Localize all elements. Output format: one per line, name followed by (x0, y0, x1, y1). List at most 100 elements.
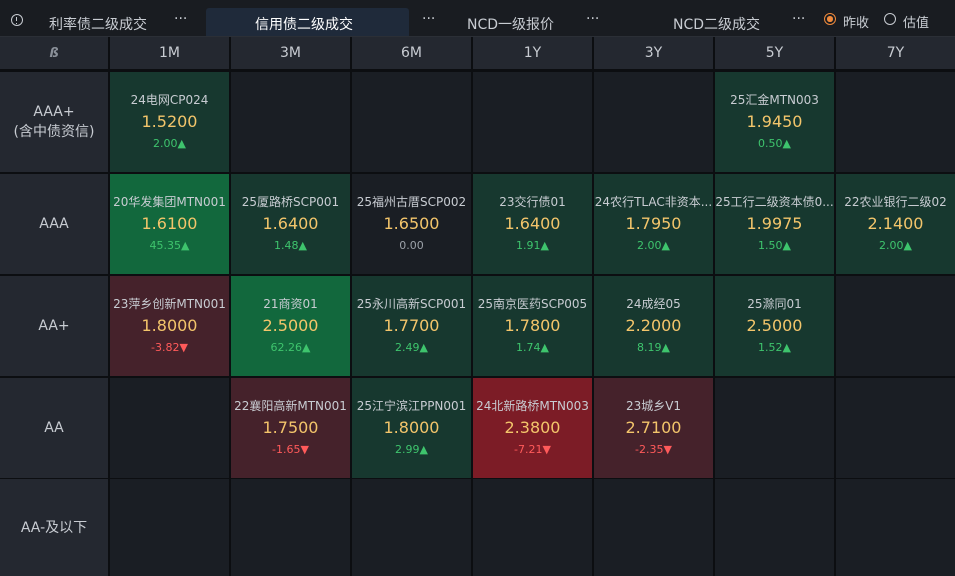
bond-name: 25汇金MTN003 (730, 93, 819, 107)
bp-change-value: 62.26 (270, 341, 303, 354)
bond-cell[interactable]: 20华发集团MTN001 1.6100 45.35▲ (110, 174, 229, 274)
bond-name: 24北新路桥MTN003 (476, 399, 589, 413)
rating-label: AAA (39, 216, 69, 232)
bp-change: -7.21▼ (473, 443, 592, 456)
column-header-6m: 6M (352, 37, 471, 69)
tab-ncd-primary-quote[interactable]: NCD一级报价 ··· (460, 8, 605, 36)
bond-cell[interactable]: 24农行TLAC非资本... 1.7950 2.00▲ (594, 174, 713, 274)
bond-cell[interactable]: 23萍乡创新MTN001 1.8000 -3.82▼ (110, 276, 229, 376)
bp-change: 8.19▲ (594, 341, 713, 354)
yield-matrix: ß 1M 3M 6M 1Y 3Y 5Y 7Y AAA+ (含中债资信) 24电网CP024 1.52… (0, 37, 955, 576)
bond-cell[interactable]: 23交行债01 1.6400 1.91▲ (473, 174, 592, 274)
bp-change: 62.26▲ (231, 341, 350, 354)
empty-cell (715, 479, 834, 576)
row-header: AAA+ (含中债资信) (0, 72, 108, 172)
tab-credit-bond-secondary[interactable]: 信用债二级成交 (206, 8, 409, 36)
arrow-up-icon: ▲ (177, 137, 186, 150)
bond-name: 25厦路桥SCP001 (241, 195, 340, 209)
rating-label: AA+ (38, 318, 70, 334)
more-dots-icon[interactable]: ··· (174, 11, 188, 27)
bp-change: 2.00▲ (110, 137, 229, 150)
bond-name: 25滁同01 (747, 297, 802, 311)
tab-label: 信用债二级成交 (255, 17, 353, 33)
bond-cell[interactable]: 22襄阳高新MTN001 1.7500 -1.65▼ (231, 378, 350, 478)
column-header-3m: 3M (231, 37, 350, 69)
bond-cell[interactable]: 25江宁滨江PPN001 1.8000 2.99▲ (352, 378, 471, 478)
bond-cell[interactable]: 25永川高新SCP001 1.7700 2.49▲ (352, 276, 471, 376)
bond-cell[interactable]: 21商资01 2.5000 62.26▲ (231, 276, 350, 376)
arrow-up-icon: ▲ (540, 239, 549, 252)
bond-yield: 2.7100 (625, 418, 682, 437)
empty-cell (473, 72, 592, 172)
column-header-5y: 5Y (715, 37, 834, 69)
bond-name: 24电网CP024 (130, 93, 209, 107)
bond-name: 24农行TLAC非资本... (594, 195, 713, 209)
column-header-3y: 3Y (594, 37, 713, 69)
arrow-up-icon: ▲ (181, 239, 190, 252)
bond-name: 22农业银行二级02 (844, 195, 947, 209)
more-dots-icon[interactable]: ··· (586, 11, 600, 27)
radio-label-prev-close[interactable]: 昨收 (843, 16, 870, 31)
arrow-down-icon: ▼ (663, 443, 672, 456)
tab-ncd-secondary[interactable]: NCD二级成交 ··· (666, 8, 811, 36)
empty-cell (836, 276, 955, 376)
arrow-up-icon: ▲ (782, 239, 791, 252)
bond-name: 25江宁滨江PPN001 (356, 399, 467, 413)
empty-cell (594, 479, 713, 576)
bond-cell[interactable]: 25滁同01 2.5000 1.52▲ (715, 276, 834, 376)
more-dots-icon[interactable]: ··· (792, 11, 806, 27)
empty-cell (473, 479, 592, 576)
tab-rate-bond-secondary[interactable]: 利率债二级成交 ··· (32, 8, 202, 36)
empty-cell (110, 378, 229, 478)
bond-yield: 1.8000 (141, 316, 198, 335)
brand-logo-icon: ß (49, 45, 59, 61)
bond-cell[interactable]: 25汇金MTN003 1.9450 0.50▲ (715, 72, 834, 172)
bond-cell[interactable]: 24电网CP024 1.5200 2.00▲ (110, 72, 229, 172)
column-header-1m: 1M (110, 37, 229, 69)
bp-change-value: 45.35 (149, 239, 182, 252)
radio-valuation[interactable] (884, 13, 896, 25)
bond-cell[interactable]: 22农业银行二级02 2.1400 2.00▲ (836, 174, 955, 274)
bp-change-value: 0.00 (399, 239, 424, 252)
bond-cell[interactable]: 25工行二级资本债0... 1.9975 1.50▲ (715, 174, 834, 274)
arrow-up-icon: ▲ (419, 443, 428, 456)
bond-cell[interactable]: 24成经05 2.2000 8.19▲ (594, 276, 713, 376)
column-header-7y: 7Y (836, 37, 955, 69)
bond-cell[interactable]: 25南京医药SCP005 1.7800 1.74▲ (473, 276, 592, 376)
arrow-down-icon: ▼ (179, 341, 188, 354)
tab-label: NCD一级报价 (467, 17, 555, 33)
bp-change: 2.49▲ (352, 341, 471, 354)
empty-cell (352, 72, 471, 172)
arrow-up-icon: ▲ (661, 341, 670, 354)
bond-yield: 1.6100 (141, 214, 198, 233)
radio-label-valuation[interactable]: 估值 (903, 16, 930, 31)
bond-cell[interactable]: 24北新路桥MTN003 2.3800 -7.21▼ (473, 378, 592, 478)
empty-cell (836, 479, 955, 576)
arrow-up-icon: ▲ (903, 239, 912, 252)
more-dots-icon[interactable]: ··· (422, 11, 436, 27)
bond-yield: 1.6500 (383, 214, 440, 233)
bond-cell[interactable]: 25福州古厝SCP002 1.6500 0.00 (352, 174, 471, 274)
bp-change: 0.50▲ (715, 137, 834, 150)
radio-prev-close[interactable] (824, 13, 836, 25)
bond-cell[interactable]: 25厦路桥SCP001 1.6400 1.48▲ (231, 174, 350, 274)
bond-yield: 2.1400 (867, 214, 924, 233)
info-icon[interactable] (11, 14, 23, 26)
corner-header: ß (0, 37, 108, 69)
bond-yield: 2.5000 (746, 316, 803, 335)
bp-change-value: -1.65 (272, 443, 301, 456)
empty-cell (836, 378, 955, 478)
bond-name: 25南京医药SCP005 (477, 297, 588, 311)
bp-change-value: 0.50 (758, 137, 783, 150)
bp-change-value: 2.00 (879, 239, 904, 252)
rating-sublabel: (含中债资信) (13, 124, 95, 140)
empty-cell (352, 479, 471, 576)
bond-cell[interactable]: 23城乡V1 2.7100 -2.35▼ (594, 378, 713, 478)
bp-change: -2.35▼ (594, 443, 713, 456)
bond-yield: 2.5000 (262, 316, 319, 335)
bp-change-value: 1.50 (758, 239, 783, 252)
bond-yield: 1.7800 (504, 316, 561, 335)
row-header: AA+ (0, 276, 108, 376)
bp-change: 1.91▲ (473, 239, 592, 252)
bp-change: -1.65▼ (231, 443, 350, 456)
